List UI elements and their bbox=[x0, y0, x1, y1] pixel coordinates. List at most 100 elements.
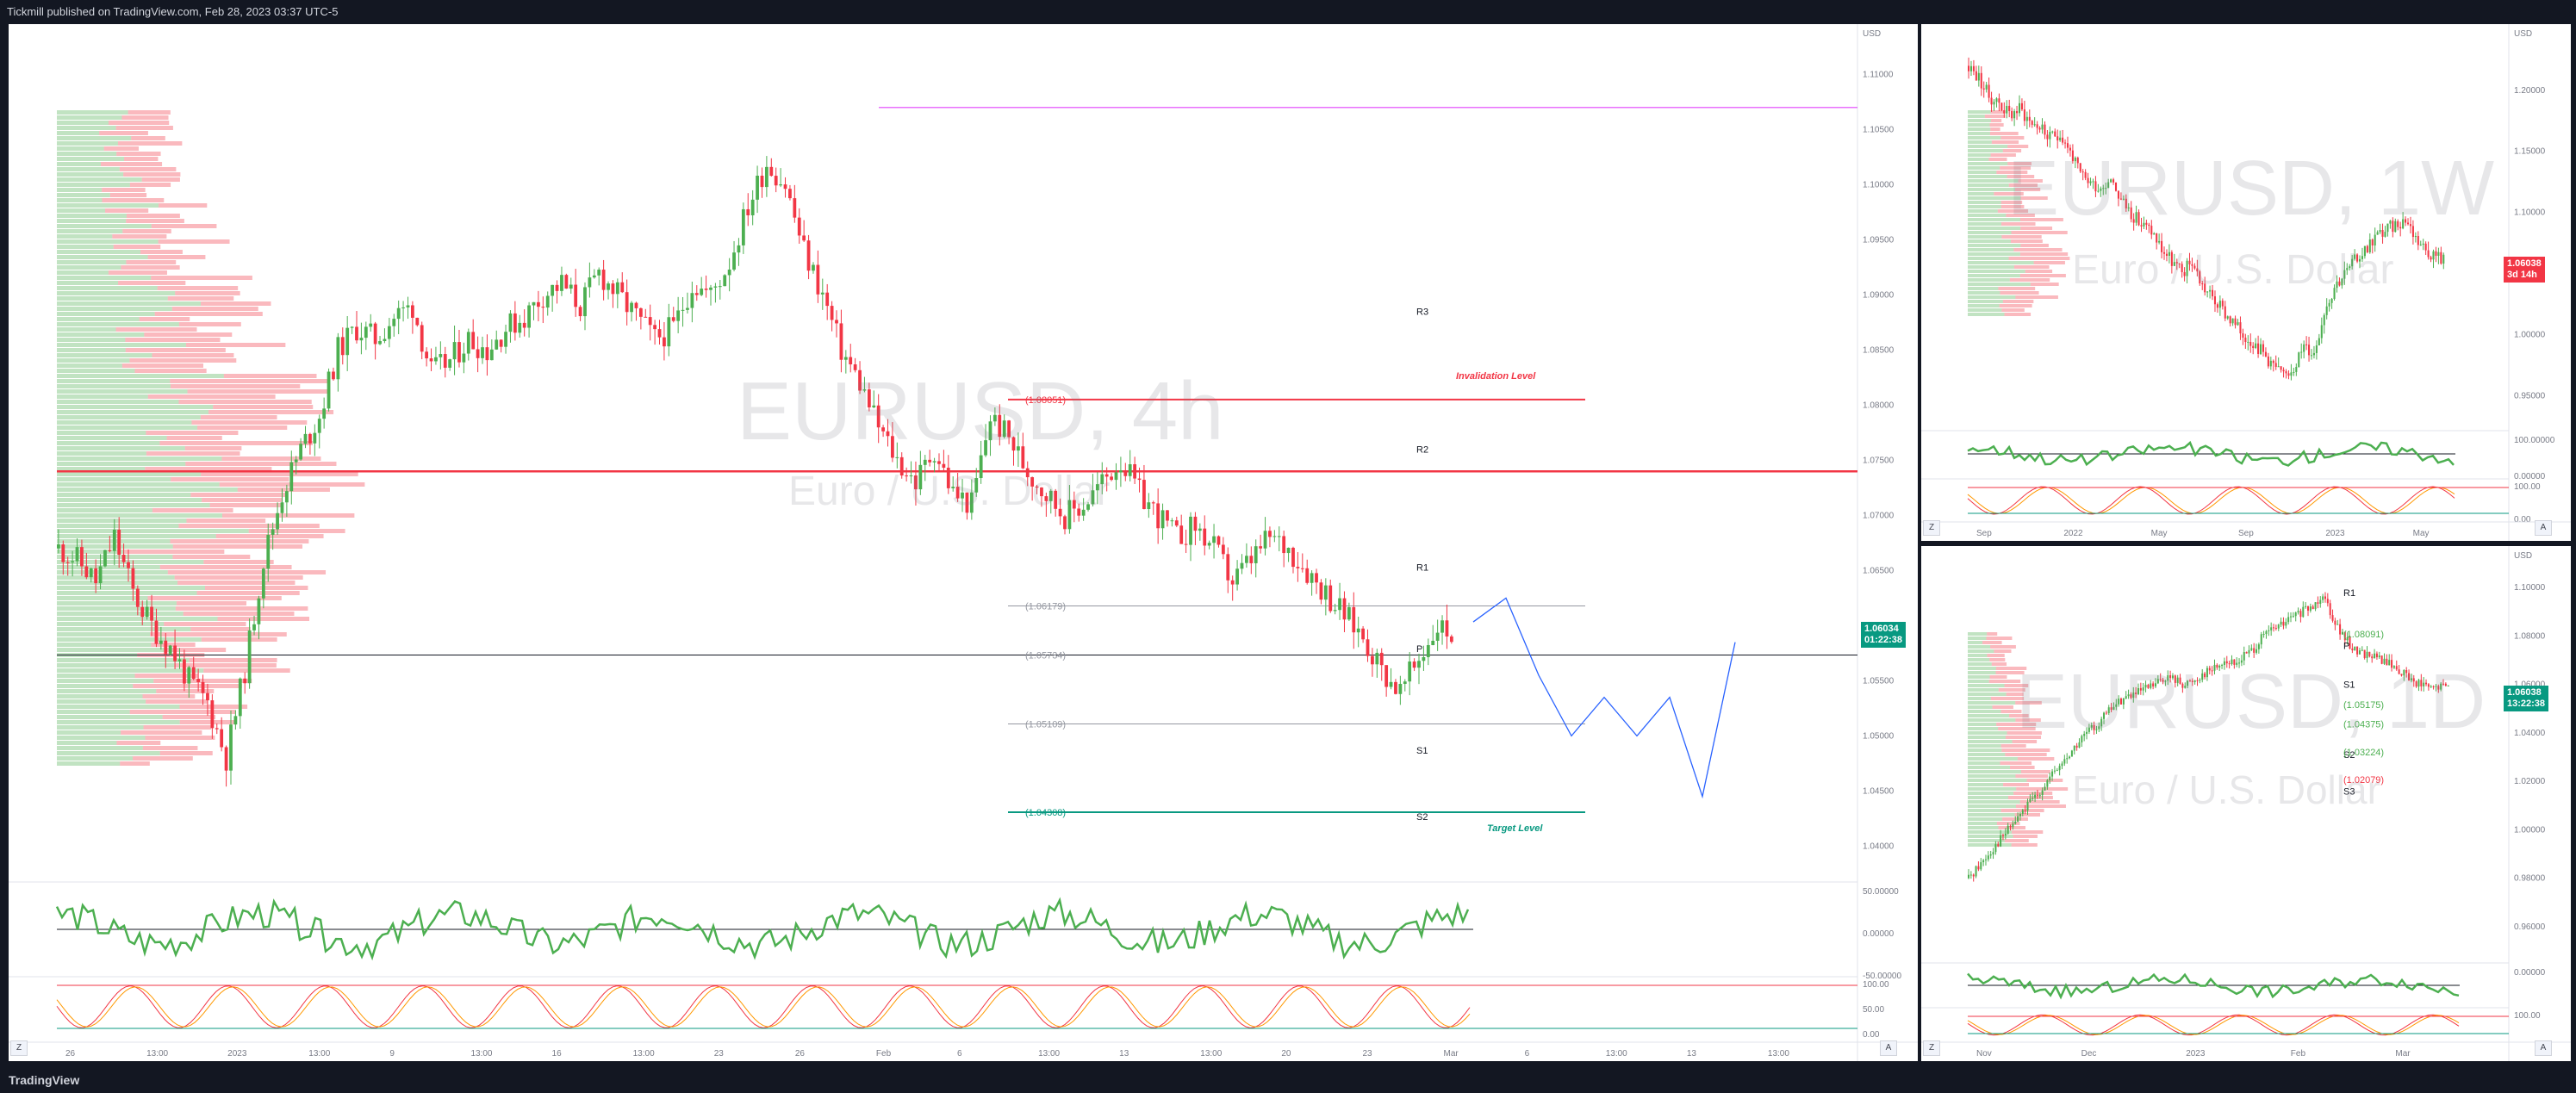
candle-body bbox=[2375, 653, 2378, 658]
candle-body bbox=[2084, 171, 2087, 178]
volume-profile-bar-down bbox=[1989, 123, 2004, 127]
candle-body bbox=[2088, 727, 2090, 732]
candle-body bbox=[2252, 345, 2255, 349]
volume-profile-bar-up bbox=[1968, 179, 2019, 183]
candle-body bbox=[2019, 813, 2021, 817]
candle-body bbox=[2171, 675, 2174, 679]
candle-body bbox=[2430, 257, 2432, 260]
volume-profile-bar-down bbox=[2000, 201, 2023, 204]
fib-level-label: (1.05734) bbox=[1025, 650, 1066, 661]
candle-body bbox=[611, 283, 615, 295]
candle-body bbox=[2270, 627, 2273, 630]
volume-profile-bar-up bbox=[1968, 641, 1983, 644]
candle-body bbox=[2295, 366, 2298, 372]
candle-body bbox=[2046, 779, 2049, 787]
momentum-line bbox=[55, 897, 1470, 961]
weekly-auto-scale-button[interactable]: A bbox=[2535, 520, 2552, 536]
price-tick-label: 0.98000 bbox=[2514, 874, 2546, 884]
candle-body bbox=[2105, 712, 2107, 714]
candle-body bbox=[1174, 520, 1179, 526]
candle-body bbox=[2310, 355, 2313, 357]
candle-body bbox=[2089, 181, 2092, 183]
daily-chart-panel[interactable]: USD 1.10000 1.08000 1.06000 1.04000 1.02000 1.… bbox=[1921, 546, 2571, 1061]
candle-body bbox=[2287, 617, 2290, 623]
volume-profile-bar-down bbox=[183, 612, 295, 616]
candle-body bbox=[2029, 798, 2032, 802]
main-chart-panel[interactable]: USD 1.11000 1.10500 1.10000 1.09500 1.09000 1.… bbox=[9, 24, 1918, 1061]
candle-body bbox=[2381, 229, 2384, 237]
weekly-price-badge: 1.06038 3d 14h bbox=[2504, 257, 2545, 283]
volume-profile-bar-up bbox=[57, 663, 175, 668]
volume-profile-bar-down bbox=[100, 162, 163, 166]
main-chart-canvas[interactable]: USD 1.11000 1.10500 1.10000 1.09500 1.09000 1.… bbox=[9, 24, 1918, 1061]
candle-body bbox=[2272, 360, 2274, 363]
main-zoom-button[interactable]: Z bbox=[10, 1040, 28, 1056]
candle-body bbox=[2409, 224, 2412, 227]
volume-profile-bar-down bbox=[158, 239, 230, 244]
daily-auto-scale-button[interactable]: A bbox=[2535, 1040, 2552, 1056]
volume-profile-bar-down bbox=[120, 761, 150, 766]
candle-body bbox=[2044, 786, 2046, 791]
volume-profile-bar-up bbox=[57, 658, 190, 662]
weekly-zoom-button[interactable]: Z bbox=[1923, 520, 1940, 536]
volume-profile-bar-down bbox=[1982, 641, 2002, 644]
candle-body bbox=[718, 286, 722, 288]
candle-body bbox=[2410, 678, 2412, 680]
daily-zoom-button[interactable]: Z bbox=[1923, 1040, 1940, 1056]
candle-body bbox=[1268, 531, 1272, 537]
candle-body bbox=[2374, 653, 2376, 659]
candle-body bbox=[238, 678, 242, 717]
candle-body bbox=[2238, 662, 2241, 664]
weekly-chart-canvas[interactable]: USD1.200001.150001.100001.050001.000000.… bbox=[1921, 24, 2571, 541]
candle-body bbox=[1193, 516, 1198, 531]
candle-body bbox=[1972, 874, 1975, 877]
candle-body bbox=[355, 326, 358, 341]
volume-profile-bar-up bbox=[57, 384, 171, 388]
candle-body bbox=[2154, 683, 2156, 686]
oscillator-tick-label: 50.00 bbox=[1863, 1005, 1884, 1015]
volume-profile-bar-down bbox=[156, 689, 215, 693]
price-tick-label: 1.05000 bbox=[1863, 731, 1895, 741]
price-tick-label: 1.04500 bbox=[1863, 786, 1895, 796]
candle-body bbox=[2213, 664, 2216, 671]
candle-body bbox=[359, 338, 364, 341]
candle-body bbox=[2395, 666, 2398, 670]
candle-body bbox=[499, 339, 503, 347]
candle-body bbox=[2188, 680, 2191, 682]
oscillator-tick-label: 0.00000 bbox=[2514, 968, 2546, 978]
candle-body bbox=[1969, 874, 1972, 876]
volume-profile-bar-up bbox=[57, 420, 192, 425]
candle-body bbox=[951, 487, 955, 488]
candle-body bbox=[2145, 222, 2148, 225]
candle-body bbox=[257, 598, 261, 624]
candle-body bbox=[2156, 679, 2159, 684]
volume-profile-bar-up bbox=[57, 219, 127, 223]
weekly-chart-panel[interactable]: USD1.200001.150001.100001.050001.000000.… bbox=[1921, 24, 2571, 541]
volume-profile-bar-up bbox=[57, 389, 188, 394]
volume-profile-bar-up bbox=[1968, 261, 2034, 264]
candle-body bbox=[481, 347, 484, 358]
tradingview-logo[interactable]: TradingView bbox=[9, 1073, 79, 1087]
daily-watermark-symbol: EURUSD, 1D bbox=[2016, 659, 2486, 745]
candle-body bbox=[2349, 266, 2351, 269]
candle-body bbox=[112, 530, 116, 551]
candle-body bbox=[2354, 646, 2356, 651]
stochastic-k-line bbox=[56, 985, 1471, 1028]
volume-profile-bar-down bbox=[129, 358, 237, 363]
volume-profile-bar-down bbox=[2000, 744, 2026, 748]
volume-profile-bar-up bbox=[57, 736, 146, 740]
candle-body bbox=[1203, 528, 1207, 546]
daily-chart-canvas[interactable]: USD 1.10000 1.08000 1.06000 1.04000 1.02000 1.… bbox=[1921, 546, 2571, 1061]
candle-body bbox=[830, 306, 834, 320]
volume-profile-bar-down bbox=[145, 736, 215, 740]
candle-body bbox=[2122, 198, 2125, 200]
candle-body bbox=[1435, 632, 1440, 641]
volume-profile-bar-up bbox=[57, 188, 103, 192]
candle-body bbox=[2046, 134, 2049, 140]
volume-profile-bar-down bbox=[2002, 300, 2034, 303]
main-auto-scale-button[interactable]: A bbox=[1880, 1040, 1897, 1056]
candle-body bbox=[2224, 306, 2226, 319]
candle-body bbox=[145, 606, 149, 618]
volume-profile-bar-down bbox=[2026, 779, 2063, 782]
candle-body bbox=[2218, 301, 2221, 308]
